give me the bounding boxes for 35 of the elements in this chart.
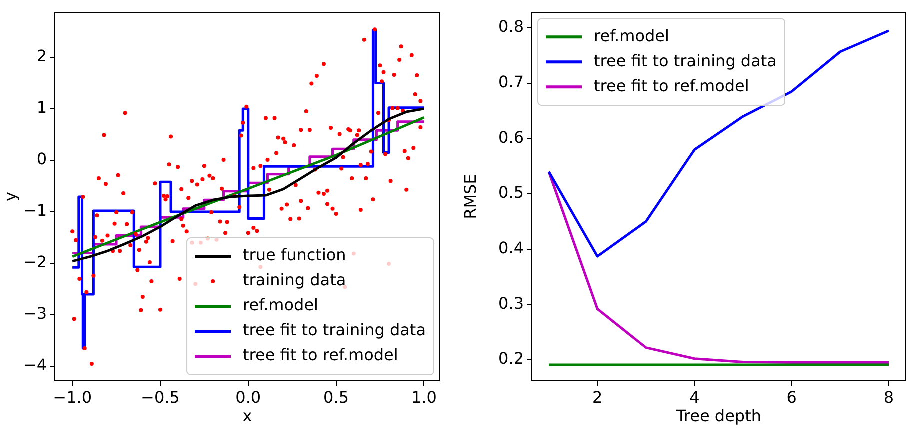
y-tick-label: 0 (36, 150, 47, 169)
legend-label: ref.model (594, 26, 670, 46)
x-tick-label: 0.0 (236, 388, 262, 407)
y-tick-label: −3 (23, 304, 47, 324)
y-tick-label: 2 (36, 46, 47, 66)
y-axis-title: y (0, 192, 20, 202)
x-tick-label: −0.5 (141, 388, 180, 407)
legend-label: tree fit to ref.model (243, 346, 398, 365)
x-axis-title: Tree depth (676, 406, 762, 426)
y-tick-label: −1 (23, 201, 47, 220)
legend-label: tree fit to ref.model (594, 76, 750, 96)
x-axis-title: x (242, 406, 252, 426)
x-tick-label: 1.0 (411, 388, 437, 407)
x-tick-label: 8 (884, 388, 894, 407)
y-tick-label: −4 (23, 356, 47, 375)
y-tick-label: 0.6 (498, 128, 524, 147)
y-axis-title: RMSE (460, 174, 480, 220)
y-tick-label: 0.4 (498, 238, 524, 258)
x-tick-label: −1.0 (53, 388, 92, 407)
legend-label: training data (243, 270, 346, 290)
y-tick-label: 0.3 (498, 294, 524, 313)
legend-label: ref.model (243, 296, 318, 315)
y-tick-label: −2 (23, 252, 47, 272)
x-tick-label: 4 (690, 388, 700, 407)
legend-label: true function (243, 246, 346, 265)
legend-label: tree fit to training data (594, 51, 777, 70)
x-tick-label: 0.5 (324, 388, 350, 407)
y-tick-label: 0.7 (498, 72, 524, 92)
y-tick-label: 1 (36, 98, 47, 118)
y-tick-label: 0.5 (498, 183, 524, 202)
x-tick-label: 6 (786, 388, 797, 407)
y-tick-label: 0.2 (498, 349, 524, 368)
y-tick-label: 0.8 (498, 17, 524, 36)
legend-label: tree fit to training data (243, 320, 426, 340)
x-tick-label: 2 (592, 388, 603, 407)
